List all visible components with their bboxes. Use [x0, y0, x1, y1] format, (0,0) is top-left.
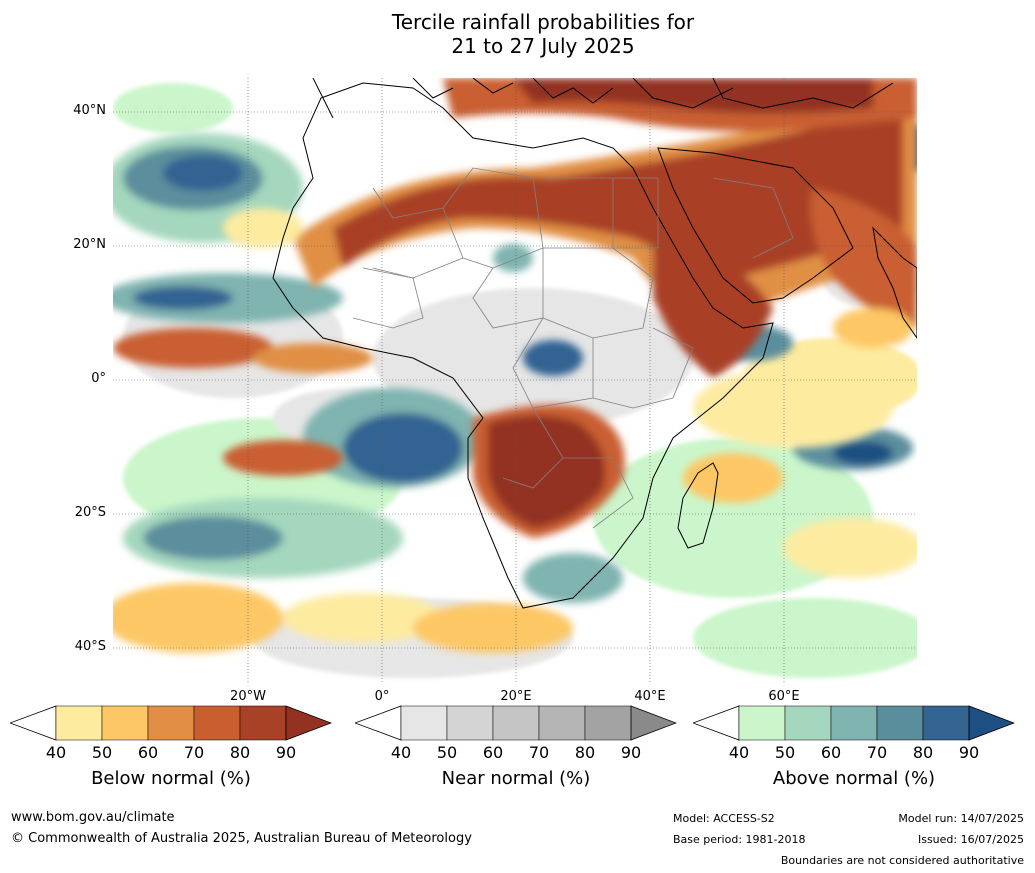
above-tick-70: 70 [866, 743, 888, 762]
near-tick-70: 70 [528, 743, 550, 762]
coastlines [272, 78, 917, 609]
lon-label-20w: 20°W [230, 689, 266, 704]
caspian-black-sea-coast [712, 78, 894, 109]
near-tick-40: 40 [390, 743, 412, 762]
graticule [113, 78, 917, 682]
lat-label-0: 0° [91, 371, 106, 386]
india-coastline [872, 226, 917, 339]
model-name: Model: ACCESS-S2 [673, 812, 775, 825]
base-period: Base period: 1981-2018 [673, 833, 806, 846]
lat-label-20n: 20°N [73, 237, 106, 252]
chart-title-line2: 21 to 27 July 2025 [451, 34, 635, 58]
issued-date: Issued: 16/07/2025 [917, 833, 1024, 846]
near-tick-60: 60 [482, 743, 504, 762]
africa-coastline [272, 82, 774, 609]
below-normal-label: Below normal (%) [91, 768, 251, 789]
above-normal-label: Above normal (%) [772, 768, 936, 789]
colorbar-above-normal [693, 705, 1015, 741]
lat-label-40s: 40°S [74, 639, 106, 654]
lon-label-20e: 20°E [500, 689, 532, 704]
website-link[interactable]: www.bom.gov.au/climate [11, 810, 175, 825]
colorbar-below-normal [10, 705, 332, 741]
rainfall-probability-map [113, 78, 917, 682]
country-borders [352, 167, 794, 529]
lon-label-0: 0° [374, 689, 390, 704]
lat-label-40n: 40°N [73, 103, 106, 118]
near-normal-label: Near normal (%) [441, 768, 591, 789]
europe-coastline [312, 78, 734, 119]
below-normal-fields [113, 78, 917, 653]
madagascar-coastline [677, 462, 719, 549]
below-tick-80: 80 [229, 743, 251, 762]
above-tick-90: 90 [958, 743, 980, 762]
model-run-date: Model run: 14/07/2025 [898, 812, 1024, 825]
lon-label-60e: 60°E [768, 689, 800, 704]
near-tick-90: 90 [620, 743, 642, 762]
below-tick-70: 70 [183, 743, 205, 762]
colorbar-near-normal [355, 705, 677, 741]
lat-label-20s: 20°S [74, 505, 106, 520]
boundaries-disclaimer: Boundaries are not considered authoritat… [780, 854, 1024, 867]
below-tick-90: 90 [275, 743, 297, 762]
copyright-text: © Commonwealth of Australia 2025, Austra… [11, 831, 472, 846]
below-tick-50: 50 [91, 743, 113, 762]
above-tick-80: 80 [912, 743, 934, 762]
above-tick-60: 60 [820, 743, 842, 762]
above-normal-fields [113, 123, 917, 603]
near-tick-80: 80 [574, 743, 596, 762]
chart-title-line1: Tercile rainfall probabilities for [391, 10, 695, 34]
below-tick-40: 40 [45, 743, 67, 762]
arabia-coastline [657, 147, 854, 304]
below-tick-60: 60 [137, 743, 159, 762]
near-tick-50: 50 [436, 743, 458, 762]
above-tick-50: 50 [774, 743, 796, 762]
lon-label-40e: 40°E [634, 689, 666, 704]
above-tick-40: 40 [728, 743, 750, 762]
